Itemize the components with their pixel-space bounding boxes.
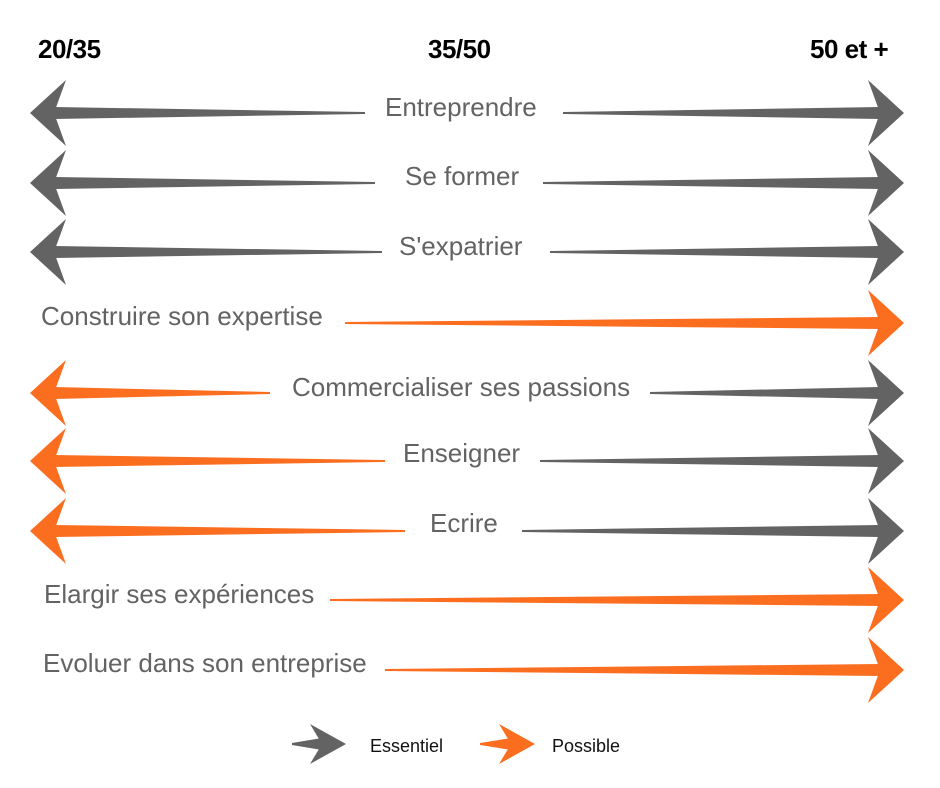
row-0-left-arrow-shaft: [54, 107, 365, 119]
row-0-right-arrow-head: [868, 80, 904, 146]
row-4-right-arrow-shaft: [650, 387, 880, 399]
row-label: Entreprendre: [385, 92, 537, 122]
row-0-right-arrow-shaft: [563, 107, 880, 119]
row-6-left-arrow-shaft: [54, 525, 405, 537]
row-label: Construire son expertise: [41, 301, 323, 331]
row-5-left-arrow-head: [30, 428, 66, 494]
row-1-left-arrow-head: [30, 150, 66, 216]
row-6-left-arrow-head: [30, 498, 66, 564]
row-2-left-arrow-head: [30, 219, 66, 285]
legend-essentiel-label: Essentiel: [370, 736, 444, 756]
row-2-right-arrow-shaft: [550, 246, 880, 258]
row-3-right-arrow-shaft: [345, 317, 880, 329]
legend-possible-arrow-head: [499, 724, 535, 764]
row-label: Elargir ses expériences: [44, 579, 315, 609]
legend-possible-label: Possible: [552, 736, 621, 756]
row-5-right-arrow-shaft: [540, 455, 880, 467]
row-label: Ecrire: [430, 508, 498, 538]
row-3-right-arrow-head: [868, 290, 904, 356]
row-label: Enseigner: [403, 438, 521, 468]
row-0-left-arrow-head: [30, 80, 66, 146]
row-8-right-arrow-shaft: [385, 664, 880, 676]
row-label: Commercialiser ses passions: [292, 372, 631, 402]
header-left: 20/35: [38, 34, 101, 64]
row-7-right-arrow-shaft: [330, 594, 880, 606]
row-label: S'expatrier: [399, 231, 523, 261]
legend-essentiel-arrow-shaft: [292, 738, 322, 750]
row-4-right-arrow-head: [868, 360, 904, 426]
row-6-right-arrow-shaft: [522, 525, 880, 537]
row-1-left-arrow-shaft: [54, 177, 375, 189]
row-4-left-arrow-shaft: [54, 387, 270, 399]
row-1-right-arrow-shaft: [543, 177, 880, 189]
header-right: 50 et +: [810, 34, 889, 64]
row-2-left-arrow-shaft: [54, 246, 382, 258]
row-label: Evoluer dans son entreprise: [43, 648, 367, 678]
row-5-right-arrow-head: [868, 428, 904, 494]
row-4-left-arrow-head: [30, 360, 66, 426]
row-2-right-arrow-head: [868, 219, 904, 285]
row-8-right-arrow-head: [868, 637, 904, 703]
row-7-right-arrow-head: [868, 567, 904, 633]
row-5-left-arrow-shaft: [54, 455, 385, 467]
row-label: Se former: [405, 161, 520, 191]
row-1-right-arrow-head: [868, 150, 904, 216]
legend-possible-arrow-shaft: [480, 738, 511, 750]
header-middle: 35/50: [428, 34, 491, 64]
legend-essentiel-arrow-head: [310, 724, 346, 764]
row-6-right-arrow-head: [868, 498, 904, 564]
